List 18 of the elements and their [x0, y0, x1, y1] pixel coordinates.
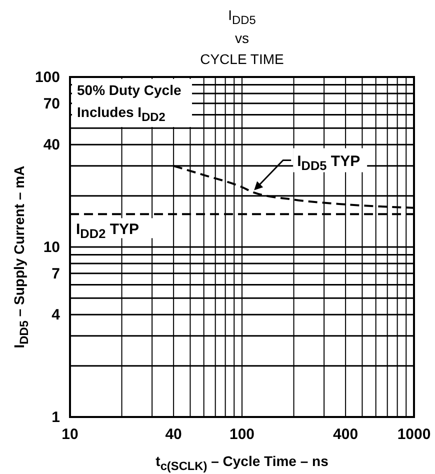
y-tick-label: 40: [43, 136, 60, 154]
y-tick-label: 100: [34, 69, 60, 86]
annotation: 50% Duty Cycle: [77, 82, 182, 98]
x-axis-title: t$_{c(SCLK)}$ – Cycle Time – ns: [156, 453, 329, 473]
y-tick-label: 7: [52, 265, 60, 282]
x-tick-label: 100: [229, 426, 255, 443]
chart-title: I$_{DD5}$: [228, 7, 256, 27]
y-tick-label: 4: [52, 306, 61, 324]
y-tick-label: 10: [43, 239, 60, 256]
series-label: I$_{DD2}$ TYP: [76, 221, 140, 242]
x-tick-label: 400: [333, 426, 358, 443]
x-tick-label: 40: [165, 426, 182, 443]
series-label: I$_{DD5}$ TYP: [297, 153, 360, 174]
chart-subtitle: vs CYCLE TIME: [200, 30, 284, 67]
y-tick-label: 70: [43, 95, 60, 112]
x-tick-label: 1000: [397, 426, 431, 443]
annotation: Includes I$_{DD2}$: [77, 104, 166, 124]
y-tick-label: 1: [52, 409, 60, 426]
